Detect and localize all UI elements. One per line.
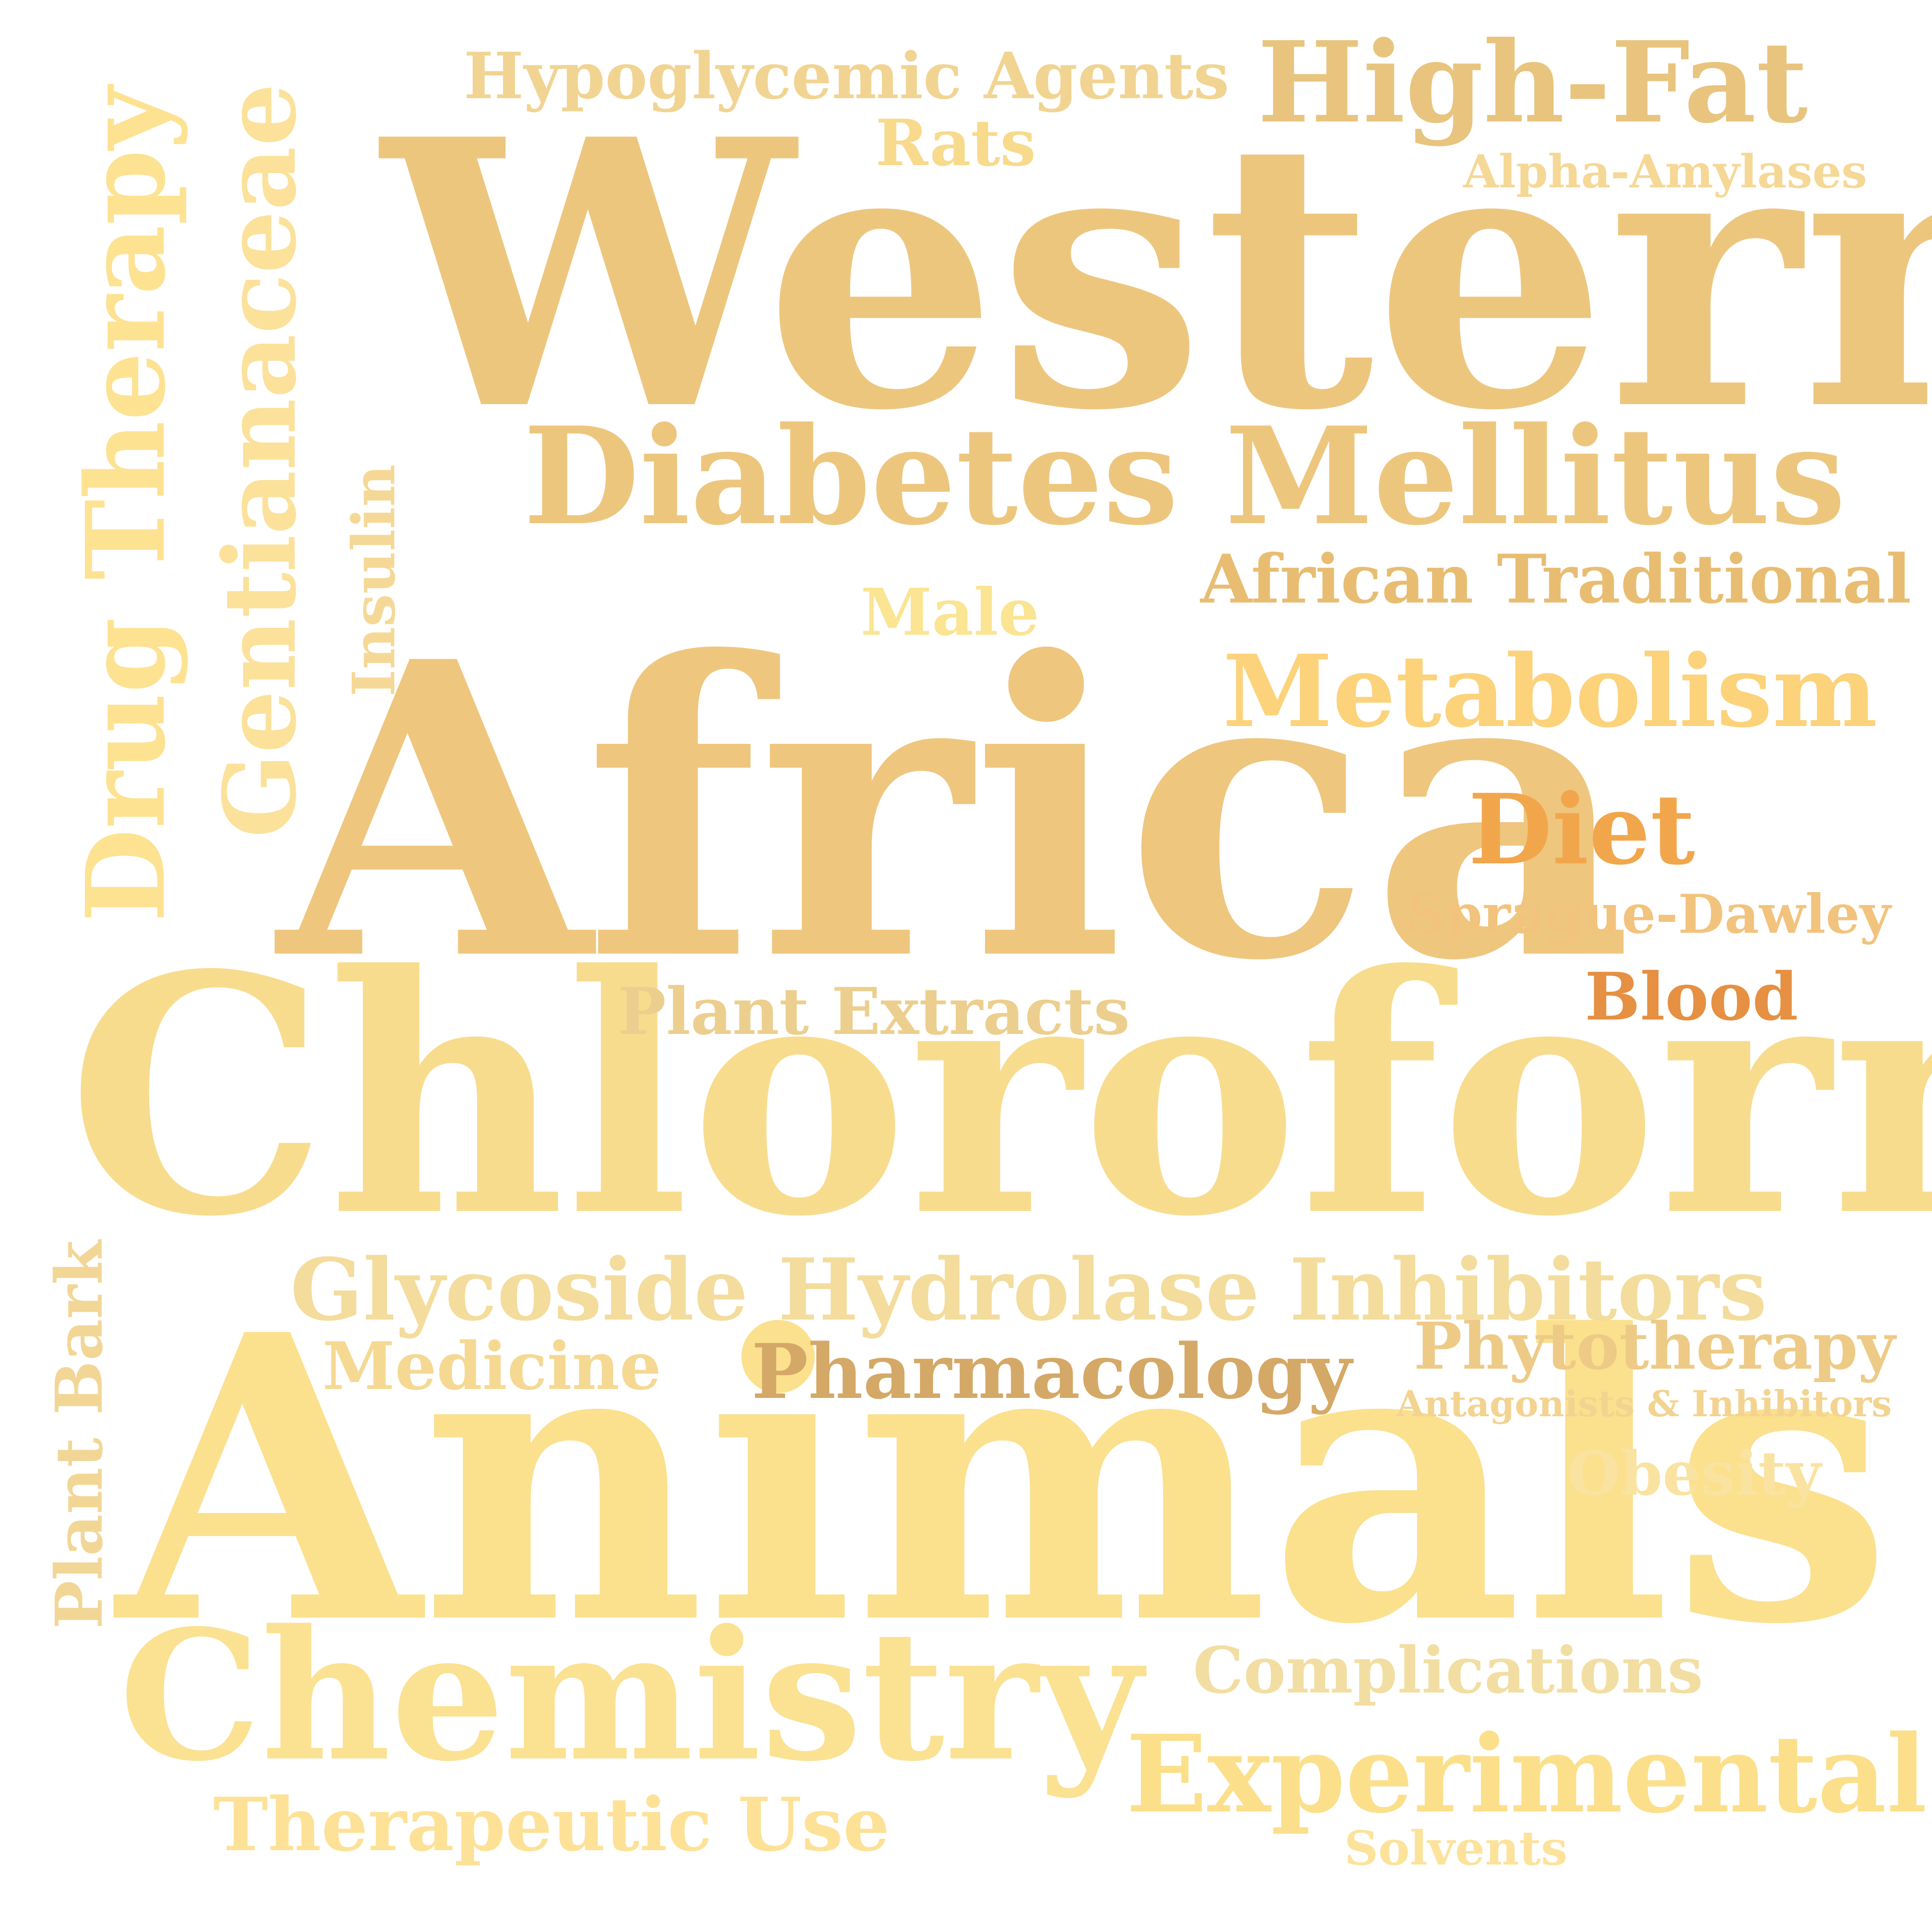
word-african-traditional: African Traditional xyxy=(1200,540,1912,618)
word-antagonists-inhibitors: Antagonists & Inhibitors xyxy=(1396,1383,1892,1425)
word-drug-therapy: Drug Therapy xyxy=(62,86,189,922)
word-blood: Blood xyxy=(1585,959,1799,1035)
word-diabetes-mellitus: Diabetes Mellitus xyxy=(523,397,1846,555)
word-animals: Animals xyxy=(117,1250,1893,1710)
word-glycoside-hydrolase-inhibitors: Glycoside Hydrolase Inhibitors xyxy=(290,1239,1767,1340)
word-male: Male xyxy=(861,574,1040,650)
word-chemistry: Chemistry xyxy=(119,1591,1142,1801)
word-sprague-dawley: Sprague-Dawley xyxy=(1406,883,1891,946)
word-alpha-amylases: Alpha-Amylases xyxy=(1463,145,1868,198)
word-plant-bark: Plant Bark xyxy=(41,1240,117,1629)
word-gentianaceae: Gentianaceae xyxy=(202,83,318,838)
word-africa: Africa xyxy=(278,575,1633,1049)
word-therapeutic-use: Therapeutic Use xyxy=(213,1781,890,1868)
word-plant-extracts: Plant Extracts xyxy=(618,973,1130,1049)
word-solvents: Solvents xyxy=(1344,1821,1568,1876)
word-medicine: Medicine xyxy=(322,1328,662,1405)
word-complications: Complications xyxy=(1193,1633,1703,1708)
word-rats: Rats xyxy=(875,106,1036,181)
word-diet: Diet xyxy=(1468,773,1695,886)
word-high-fat: High-Fat xyxy=(1257,17,1808,148)
word-western: Western xyxy=(382,60,1932,491)
word-hypoglycemic-agents: Hypoglycemic Agents xyxy=(464,39,1230,114)
word-insulin: Insulin xyxy=(339,464,408,697)
word-pharmacology: Pharmacology xyxy=(751,1327,1352,1416)
word-phytotherapy: Phytotherapy xyxy=(1414,1308,1896,1384)
word-experimental: Experimental xyxy=(1126,1711,1928,1837)
word-obesity: Obesity xyxy=(1567,1438,1821,1509)
word-metabolism: Metabolism xyxy=(1223,633,1878,750)
word-chloroform: Chloroform xyxy=(67,904,1932,1288)
